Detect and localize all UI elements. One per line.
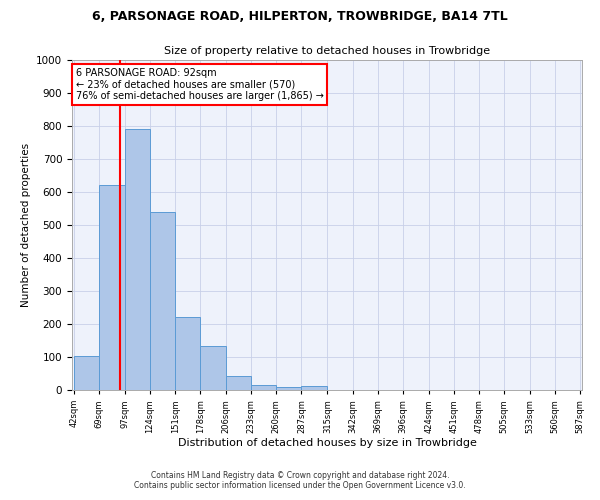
Text: 6, PARSONAGE ROAD, HILPERTON, TROWBRIDGE, BA14 7TL: 6, PARSONAGE ROAD, HILPERTON, TROWBRIDGE… — [92, 10, 508, 23]
Bar — [301, 386, 328, 390]
Bar — [251, 384, 277, 390]
Bar — [125, 130, 150, 390]
Bar — [277, 388, 301, 390]
Y-axis label: Number of detached properties: Number of detached properties — [20, 143, 31, 307]
Text: Contains HM Land Registry data © Crown copyright and database right 2024.
Contai: Contains HM Land Registry data © Crown c… — [134, 470, 466, 490]
Bar — [74, 356, 99, 390]
Text: 6 PARSONAGE ROAD: 92sqm
← 23% of detached houses are smaller (570)
76% of semi-d: 6 PARSONAGE ROAD: 92sqm ← 23% of detache… — [76, 68, 323, 102]
Title: Size of property relative to detached houses in Trowbridge: Size of property relative to detached ho… — [164, 46, 490, 56]
Bar — [175, 317, 200, 390]
X-axis label: Distribution of detached houses by size in Trowbridge: Distribution of detached houses by size … — [178, 438, 476, 448]
Bar — [99, 184, 125, 390]
Bar — [150, 212, 175, 390]
Bar — [226, 376, 251, 390]
Bar — [200, 346, 226, 390]
